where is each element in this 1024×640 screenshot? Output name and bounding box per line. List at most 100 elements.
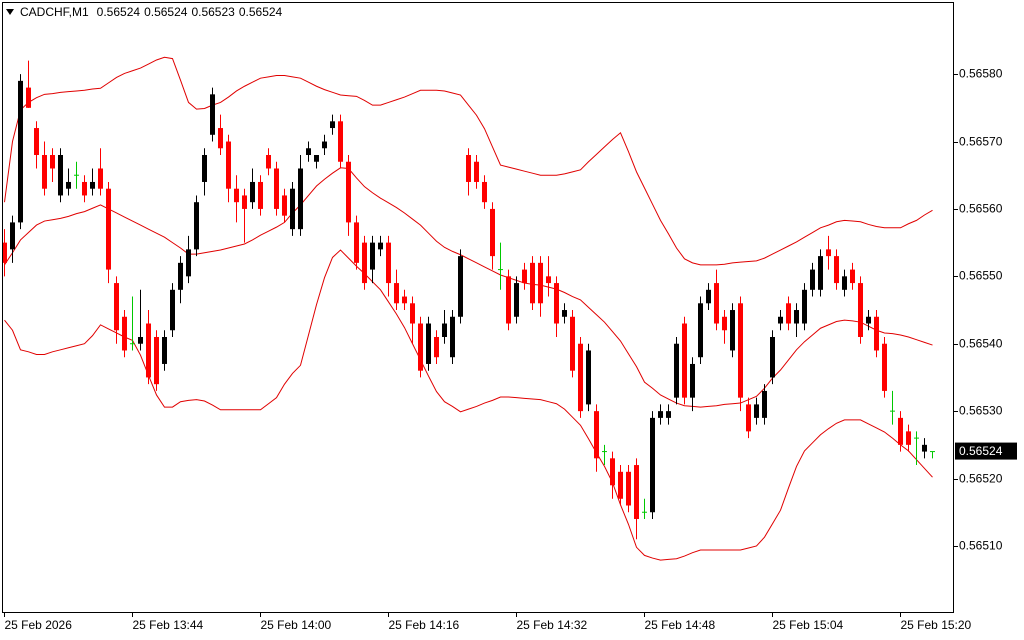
candle-body xyxy=(530,262,535,304)
candle-body xyxy=(42,155,47,189)
chart-header: CADCHF,M1 0.56524 0.56524 0.56523 0.56524 xyxy=(20,5,283,19)
candle-body xyxy=(690,363,695,398)
candle-body xyxy=(282,195,287,216)
candle-body xyxy=(370,242,375,270)
candle-body xyxy=(322,141,327,149)
candle-body xyxy=(514,283,519,317)
candle-body xyxy=(770,336,775,378)
candle-body xyxy=(458,256,463,317)
y-tick-label: 0.56550 xyxy=(959,269,1003,283)
candle-body xyxy=(754,404,759,418)
candle-body xyxy=(378,242,383,250)
x-tick-label: 25 Feb 13:44 xyxy=(133,618,204,632)
candle-body xyxy=(506,276,511,324)
y-tick-label: 0.56530 xyxy=(959,404,1003,418)
candle-body xyxy=(274,168,279,209)
x-tick-label: 25 Feb 15:20 xyxy=(901,618,972,632)
candle-body xyxy=(50,155,55,169)
candle-body xyxy=(866,316,871,324)
candle-body xyxy=(10,222,15,250)
candle-body xyxy=(466,155,471,182)
header-open: 0.56524 xyxy=(97,5,141,19)
symbol: CADCHF,M1 xyxy=(20,5,89,19)
candle-body xyxy=(106,188,111,270)
candle-body xyxy=(354,222,359,263)
candle-body xyxy=(146,323,151,378)
candle-body xyxy=(650,417,655,513)
candle-body xyxy=(250,181,255,203)
candle-body xyxy=(450,316,455,358)
candle-body xyxy=(114,283,119,331)
candle-body xyxy=(18,80,23,223)
candle-body xyxy=(674,343,679,398)
candle-body xyxy=(898,417,903,445)
candle-body xyxy=(138,336,143,344)
plot-frame xyxy=(2,2,954,613)
candle-body xyxy=(786,303,791,324)
band-line xyxy=(4,249,933,561)
candle-body xyxy=(706,289,711,304)
candle-body xyxy=(858,283,863,337)
candle-body xyxy=(26,87,31,108)
candle-body xyxy=(202,155,207,182)
candle-body xyxy=(730,310,735,351)
candle-body xyxy=(290,188,295,230)
candle-body xyxy=(418,323,423,371)
y-tick-label: 0.56540 xyxy=(959,337,1003,351)
candle-body xyxy=(810,269,815,290)
header-low: 0.56523 xyxy=(191,5,235,19)
candle-body xyxy=(234,188,239,203)
candle-body xyxy=(714,283,719,324)
candle-body xyxy=(490,208,495,257)
candle-body xyxy=(834,256,839,284)
candle-body xyxy=(122,316,127,351)
candle-body xyxy=(434,336,439,358)
candle-body xyxy=(58,155,63,196)
price-box xyxy=(955,442,1017,460)
candle-body xyxy=(194,202,199,250)
header-close: 0.56524 xyxy=(239,5,283,19)
candle-body xyxy=(522,269,527,284)
candle-body xyxy=(802,289,807,324)
candle-body xyxy=(98,168,103,189)
y-tick-label: 0.56560 xyxy=(959,202,1003,216)
candle-body xyxy=(882,343,887,391)
candle-body xyxy=(410,303,415,324)
x-tick-label: 25 Feb 14:32 xyxy=(517,618,588,632)
candle-body xyxy=(362,242,367,284)
candle-body xyxy=(586,350,591,405)
candle-body xyxy=(778,316,783,324)
candle-body xyxy=(698,303,703,358)
x-tick-label: 25 Feb 14:48 xyxy=(645,618,716,632)
candle-body xyxy=(154,336,159,385)
candle-body xyxy=(874,316,879,351)
candle-body xyxy=(346,161,351,223)
candle-body xyxy=(562,310,567,317)
candle-body xyxy=(298,168,303,230)
candle-body xyxy=(82,181,87,196)
candle-body xyxy=(482,181,487,203)
candle-body xyxy=(634,465,639,519)
y-tick-label: 0.56520 xyxy=(959,472,1003,486)
candle-body xyxy=(178,262,183,290)
candle-body xyxy=(746,404,751,432)
candle-body xyxy=(402,296,407,304)
candle-body xyxy=(442,323,447,337)
candle-body xyxy=(722,316,727,331)
candle-body xyxy=(682,323,687,398)
candle-body xyxy=(170,289,175,331)
candle-body xyxy=(338,121,343,162)
price-box-label: 0.56524 xyxy=(959,444,1003,458)
candle-body xyxy=(218,128,223,149)
candle-body xyxy=(314,155,319,162)
candle-body xyxy=(2,242,7,263)
candle-body xyxy=(34,128,39,156)
candle-body xyxy=(386,242,391,284)
candle-body xyxy=(66,181,71,189)
menu-triangle[interactable] xyxy=(6,9,14,15)
header-high: 0.56524 xyxy=(144,5,188,19)
x-tick-label: 25 Feb 15:04 xyxy=(773,618,844,632)
x-tick-label: 25 Feb 14:16 xyxy=(389,618,460,632)
candle-body xyxy=(738,303,743,398)
